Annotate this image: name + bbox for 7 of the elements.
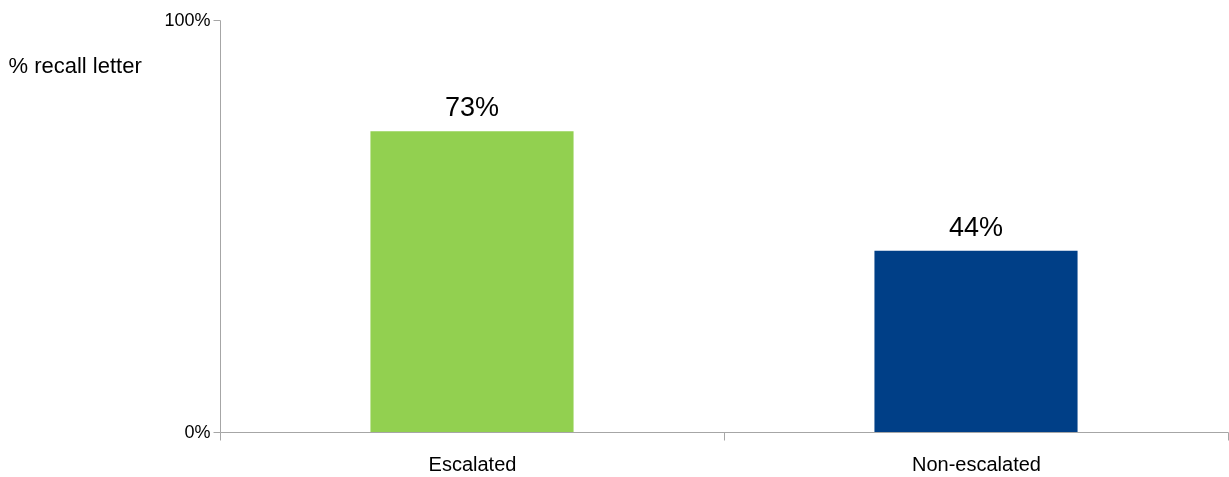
- x-tick-label: Escalated: [428, 452, 517, 475]
- data-label: 73%: [444, 92, 500, 123]
- x-tick-label: Non-escalated: [912, 452, 1041, 475]
- data-label: 44%: [948, 211, 1004, 242]
- y-tick-label: 100%: [164, 9, 211, 30]
- y-axis-title: % recall letter: [8, 52, 142, 78]
- y-tick-label: 0%: [184, 421, 211, 442]
